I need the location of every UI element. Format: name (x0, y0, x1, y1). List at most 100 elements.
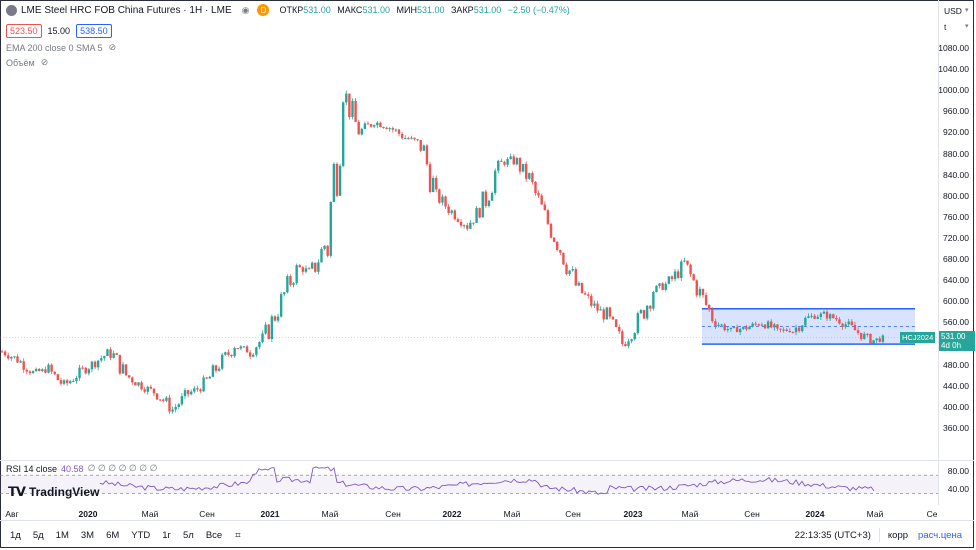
candle-body (782, 329, 785, 331)
candle-body (537, 193, 540, 196)
hide-volume-icon[interactable]: ⊘ (40, 57, 49, 67)
candle-body (531, 173, 534, 182)
rsi-indicator-label[interactable]: RSI 14 close (6, 463, 58, 474)
candle-body (667, 276, 671, 284)
candle-body (540, 195, 543, 205)
price-tick: 1000.00 (938, 85, 969, 96)
candle-body (258, 342, 261, 348)
clock-time[interactable]: 22:13:35 (UTC+3) (794, 529, 871, 541)
candle-body (329, 201, 332, 256)
range-button[interactable]: 5л (183, 529, 194, 541)
range-button[interactable]: 1г (162, 529, 172, 541)
bottom-toolbar: 1д 5д 1М 3М 6М YTD 1г 5л Все ⌗ 22:13:35 (UTC+3) … (0, 520, 974, 549)
candle-body (770, 321, 773, 328)
candle-body (47, 364, 50, 373)
candle-body (283, 292, 286, 295)
candle-body (10, 357, 13, 359)
candle-body (31, 371, 35, 374)
candle-body (62, 380, 66, 384)
candle-body (618, 326, 621, 332)
candle-body (248, 352, 252, 357)
eye-icon[interactable]: ◉ (241, 4, 250, 15)
candle-body (301, 267, 305, 272)
symbol-logo-icon (6, 4, 17, 16)
price-tick: 760.00 (943, 211, 969, 222)
time-tick: 2021 (260, 509, 280, 519)
symbol-title[interactable]: LME Steel HRC FOB China Futures · 1H · L… (21, 4, 232, 16)
bid-price[interactable]: 523.50 (6, 24, 42, 38)
candle-body (127, 375, 131, 378)
candle-body (211, 365, 215, 377)
candle-body (143, 389, 146, 392)
candle-body (804, 317, 807, 326)
range-button[interactable]: 5д (32, 529, 44, 541)
candle-body (134, 382, 137, 386)
candle-body (583, 293, 587, 295)
price-axis[interactable]: USD ▾ t ▾ 1080.00 1040.00 1000.00 960.00 920… (938, 0, 975, 505)
time-tick: Сен (199, 509, 215, 519)
candle-body (701, 288, 705, 296)
candle-body (310, 262, 314, 269)
currency-label[interactable]: USD (944, 6, 962, 16)
candle-body (875, 338, 878, 341)
range-button[interactable]: Все (205, 529, 223, 541)
candle-body (295, 265, 298, 284)
candle-body (124, 364, 128, 376)
candle-body (704, 295, 708, 305)
candle-body (726, 329, 729, 331)
range-button[interactable]: 1М (55, 529, 69, 541)
candle-body (779, 328, 782, 330)
candle-body (869, 333, 872, 344)
delayed-badge[interactable]: D (257, 4, 270, 16)
volume-indicator-label[interactable]: Объём (6, 57, 35, 68)
candle-body (503, 161, 506, 165)
ask-price[interactable]: 538.50 (76, 24, 112, 38)
price-tick: 560.00 (943, 317, 969, 328)
ema-indicator-label[interactable]: EMA 200 close 0 SMA 5 (6, 42, 103, 53)
rsi-value: 40.58 (61, 463, 84, 474)
hide-ema-icon[interactable]: ⊘ (108, 42, 117, 52)
candle-body (518, 158, 522, 172)
candle-body (59, 380, 63, 384)
candle-body (180, 396, 184, 405)
candle-body (93, 361, 97, 368)
candle-body (298, 265, 301, 268)
candle-body (131, 377, 134, 383)
candle-body (354, 100, 357, 122)
tradingview-watermark[interactable]: 𝗧𝗩 TradingView (8, 484, 99, 500)
candle-body (512, 156, 515, 165)
range-calendar-icon[interactable]: ⌗ (235, 529, 241, 541)
calc-price-button[interactable]: расч.цена (918, 529, 962, 541)
candle-body (391, 128, 395, 130)
candle-body (813, 315, 816, 319)
candle-body (335, 163, 339, 196)
open-value: 531.00 (303, 5, 331, 15)
rsi-pane[interactable] (0, 460, 938, 505)
candle-body (593, 303, 596, 306)
candle-body (642, 309, 646, 319)
price-chart[interactable] (0, 0, 938, 460)
candle-body (515, 158, 519, 165)
corr-button[interactable]: корр (887, 529, 909, 541)
unit-dropdown-icon[interactable]: ▾ (965, 23, 969, 30)
candle-body (22, 361, 25, 370)
candle-body (466, 225, 469, 229)
currency-dropdown-icon[interactable]: ▾ (965, 7, 969, 14)
candle-body (853, 325, 857, 331)
candle-body (106, 349, 109, 357)
range-button[interactable]: YTD (131, 529, 151, 541)
candle-body (158, 399, 162, 401)
candle-body (624, 344, 627, 347)
range-button[interactable]: 3М (80, 529, 95, 541)
candle-body (754, 323, 757, 325)
candle-body (832, 314, 835, 318)
candle-body (44, 369, 47, 373)
candle-body (773, 324, 776, 328)
candle-body (751, 323, 754, 327)
candle-body (776, 324, 779, 329)
unit-label[interactable]: t (944, 22, 947, 32)
range-button[interactable]: 1д (10, 529, 21, 541)
range-button[interactable]: 6М (106, 529, 120, 541)
rsi-band (0, 475, 938, 494)
candle-body (25, 369, 29, 372)
